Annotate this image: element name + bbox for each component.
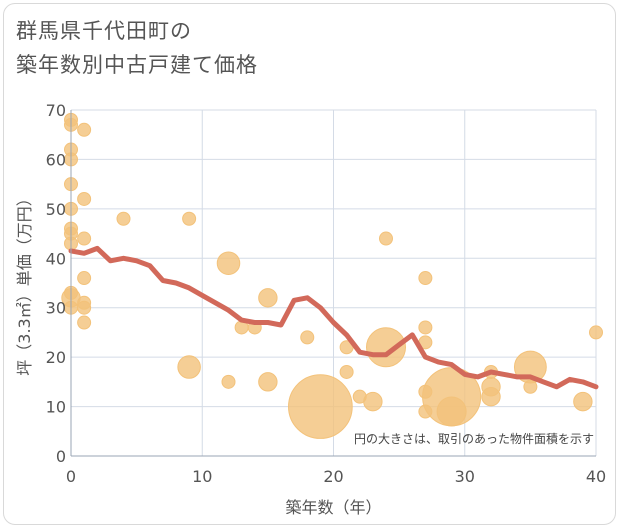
x-tick-label: 40 [586,467,606,486]
y-tick-label: 30 [46,299,66,318]
bubble-point [77,315,92,330]
x-tick-label: 30 [455,467,475,486]
axes: 0 10 20 30 40 50 60 70 0 10 20 30 40 [46,101,607,486]
bubble-point [216,251,241,275]
size-annotation: 円の大きさは、取引のあった物件面積を示す [354,431,594,446]
bubble-point [221,374,236,389]
y-tick-label: 10 [46,398,66,417]
bubble-point [523,379,538,394]
bubble-point [481,386,501,407]
bubble-point [418,271,433,286]
bubble-point [258,288,278,308]
bubble-point [77,191,92,206]
bubble-point [182,211,197,226]
y-tick-label: 60 [46,150,66,169]
x-tick-label: 10 [192,467,212,486]
bubble-point [77,300,92,315]
bubble-point [177,355,201,379]
y-tick-label: 0 [56,447,66,466]
trend-line [68,245,599,390]
bubble-point [258,372,278,392]
bubble-point [573,391,593,412]
y-tick-label: 70 [46,101,66,120]
bubble-point [339,364,354,379]
bubble-point [300,330,315,345]
chart-title: 群馬県千代田町の 築年数別中古戸建て価格 [16,14,258,82]
x-tick-label: 0 [66,467,76,486]
chart-title-line-2: 築年数別中古戸建て価格 [16,53,258,77]
x-tick-label: 20 [323,467,343,486]
y-tick-label: 40 [46,249,66,268]
y-tick-label: 50 [46,200,66,219]
chart-title-line-1: 群馬県千代田町の [16,19,192,43]
bubble-point [363,391,383,412]
bubble-series [61,112,603,439]
bubble-point [379,231,393,246]
bubble-point [288,374,353,439]
bubble-point [77,122,92,137]
bubble-point [77,231,92,246]
bubble-point [77,271,92,286]
x-axis-label: 築年数（年） [285,498,381,517]
bubble-point [116,211,131,226]
bubble-point [436,396,467,427]
bubble-point [418,320,433,335]
bubble-point [589,325,603,340]
y-tick-label: 20 [46,348,66,367]
chart-card [3,3,616,525]
y-axis-label: 坪（3.3㎡）単価（万円） [15,190,34,375]
trend-line-series [68,245,599,390]
